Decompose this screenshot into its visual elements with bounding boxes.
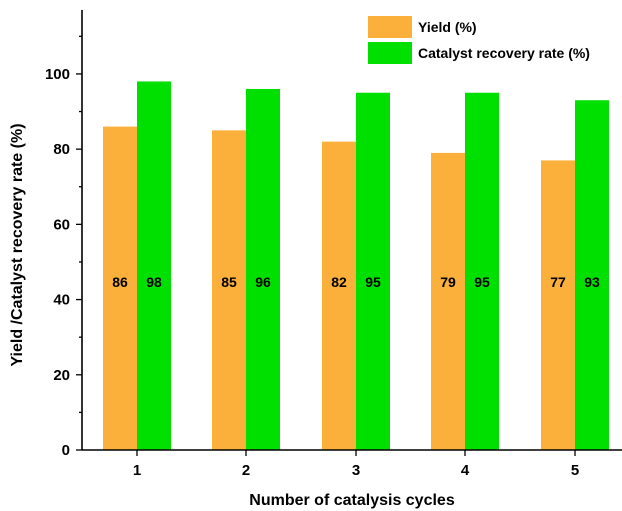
- data-label-yield: 85: [221, 274, 237, 290]
- x-tick-label: 4: [461, 462, 470, 479]
- data-label-recovery: 95: [474, 274, 490, 290]
- bar-yield: [212, 130, 246, 451]
- y-tick-label: 80: [53, 141, 70, 158]
- x-tick-label: 2: [242, 462, 250, 479]
- y-tick-label: 40: [53, 292, 70, 309]
- data-label-yield: 79: [440, 274, 456, 290]
- y-axis-title: Yield /Catalyst recovery rate (%): [9, 123, 26, 366]
- legend: Yield (%) Catalyst recovery rate (%): [368, 16, 590, 64]
- data-label-recovery: 98: [146, 274, 162, 290]
- x-tick-label: 3: [352, 462, 360, 479]
- y-tick-label: 60: [53, 216, 70, 233]
- data-label-yield: 86: [112, 274, 128, 290]
- bar-yield: [322, 141, 356, 450]
- data-label-recovery: 93: [584, 274, 600, 290]
- y-tick-label: 100: [45, 66, 70, 83]
- data-label-yield: 77: [550, 274, 566, 290]
- bar-yield: [541, 160, 575, 450]
- axes-layer: [81, 10, 622, 451]
- data-label-yield: 82: [331, 274, 347, 290]
- bar-recovery: [356, 92, 390, 450]
- bar-recovery: [246, 88, 280, 450]
- bar-yield: [103, 126, 137, 450]
- bar-recovery: [137, 81, 171, 450]
- y-ticks: 0 20 40 60 80 100: [45, 35, 82, 459]
- bar-recovery: [465, 92, 499, 450]
- data-label-recovery: 96: [255, 274, 271, 290]
- x-tick-label: 5: [571, 462, 579, 479]
- bar-yield: [431, 152, 465, 450]
- x-tick-label: 1: [133, 462, 141, 479]
- y-tick-label: 0: [62, 442, 70, 459]
- x-axis-title: Number of catalysis cycles: [249, 492, 455, 509]
- bars-layer: [103, 81, 609, 451]
- data-label-recovery: 95: [365, 274, 381, 290]
- data-labels-layer: 86 98 85 96 82 95 79 95 77 93: [112, 274, 600, 290]
- bar-recovery: [575, 100, 609, 450]
- legend-label: Yield (%): [418, 19, 477, 35]
- x-ticks: 1 2 3 4 5: [133, 450, 579, 479]
- legend-label: Catalyst recovery rate (%): [418, 45, 590, 61]
- legend-swatch: [368, 42, 412, 64]
- y-tick-label: 20: [53, 367, 70, 384]
- legend-swatch: [368, 16, 412, 38]
